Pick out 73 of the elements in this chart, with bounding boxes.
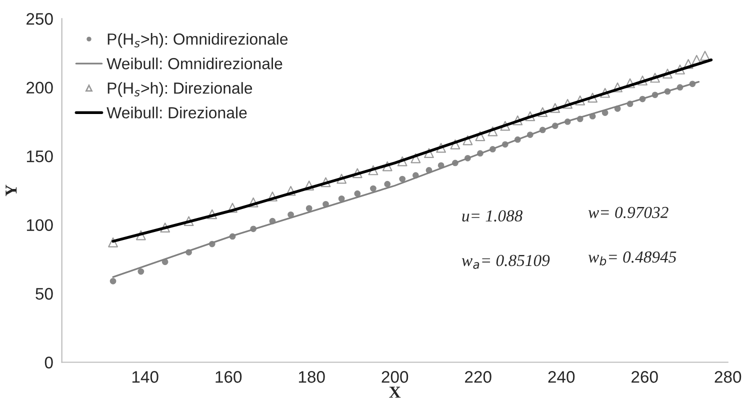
- point: [228, 202, 238, 213]
- point: [248, 197, 258, 208]
- point: [500, 120, 510, 131]
- point: [304, 180, 314, 190]
- point: [662, 68, 672, 79]
- point: [306, 205, 312, 212]
- y-tick-label: 150: [26, 150, 53, 162]
- point: [338, 195, 345, 202]
- x-tick-label: 160: [216, 371, 242, 383]
- point: [562, 98, 573, 109]
- y-tick-label: 100: [26, 219, 53, 232]
- point: [286, 186, 296, 196]
- point: [424, 148, 434, 158]
- point: [207, 209, 218, 220]
- point: [288, 211, 294, 218]
- point: [354, 190, 361, 197]
- legend-label: Weibull: Omnidirezionale: [106, 58, 282, 70]
- x-tick-label: 200: [382, 371, 408, 383]
- point: [538, 107, 548, 118]
- point: [612, 82, 622, 92]
- point: [352, 168, 362, 178]
- point: [450, 139, 460, 150]
- x-tick-label: 180: [298, 371, 325, 383]
- point: [436, 142, 446, 153]
- x-tick-label: 280: [714, 371, 742, 383]
- point: [268, 192, 278, 202]
- point: [384, 180, 391, 188]
- point: [550, 103, 560, 113]
- point: [700, 50, 710, 61]
- point: [575, 95, 586, 106]
- x-tick-label: 260: [632, 371, 658, 383]
- point: [475, 131, 486, 142]
- point: [600, 88, 610, 98]
- point: [625, 78, 635, 88]
- point: [320, 177, 331, 188]
- point: [138, 268, 144, 275]
- point: [410, 153, 421, 164]
- point: [382, 161, 392, 172]
- y-tick-label: 50: [36, 288, 53, 300]
- legend-label: P(H$_{s}$>h): Direzionale: [108, 82, 252, 97]
- y-tick-label: 250: [26, 13, 53, 25]
- legend-label: P(H$_{s}$>h): Omnidirezionale: [108, 33, 288, 48]
- point: [588, 92, 598, 103]
- y-tick-label: 200: [26, 82, 53, 94]
- point: [108, 237, 118, 248]
- point: [462, 135, 473, 146]
- point: [136, 230, 146, 240]
- y-tick-label: 0: [44, 356, 53, 368]
- point: [336, 174, 347, 184]
- point: [184, 216, 194, 226]
- point: [110, 278, 116, 284]
- x-tick-label: 140: [132, 371, 158, 383]
- x-tick-label: 220: [465, 371, 492, 383]
- point: [399, 176, 406, 182]
- point: [488, 126, 498, 136]
- legend-label: Weibull: Direzionale: [106, 106, 247, 118]
- annotation: w$_{b}$= 0.48945: [588, 251, 676, 266]
- x-axis-title: X: [389, 386, 401, 398]
- point: [525, 111, 536, 122]
- point: [368, 165, 378, 176]
- point: [650, 72, 660, 83]
- annotation: u= 1.088: [462, 210, 523, 222]
- point: [160, 222, 170, 232]
- point: [675, 64, 685, 74]
- y-axis-title: Y: [6, 184, 17, 196]
- annotation: w= 0.97032: [588, 206, 668, 218]
- point: [397, 156, 408, 166]
- x-tick-label: 240: [548, 371, 575, 383]
- point: [638, 76, 648, 86]
- point: [370, 185, 376, 192]
- point: [512, 115, 523, 126]
- annotation: w$_{a}$= 0.85109: [462, 254, 550, 269]
- point: [683, 59, 694, 69]
